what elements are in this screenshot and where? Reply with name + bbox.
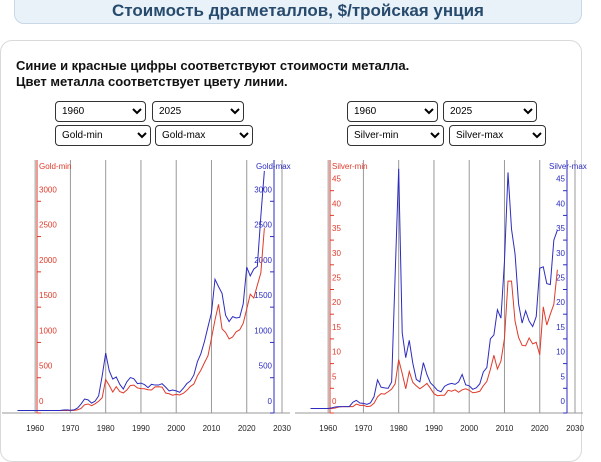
y2-tick-label: 30 bbox=[556, 249, 565, 258]
min-series[interactable]: Gold-min bbox=[55, 125, 151, 146]
note: Синие и красные цифры соответствуют стои… bbox=[16, 58, 410, 73]
y2-tick-label: 40 bbox=[556, 199, 565, 208]
x-tick-label: 2020 bbox=[531, 424, 549, 433]
y2-tick-label: 20 bbox=[556, 298, 565, 307]
x-tick-label: 1970 bbox=[62, 424, 80, 433]
y2-axis-title: Gold-max bbox=[256, 162, 291, 171]
y-tick-label: 15 bbox=[332, 323, 341, 332]
x-tick-label: 2030 bbox=[273, 424, 291, 433]
year-from[interactable]: 1960 bbox=[347, 101, 438, 122]
y-tick-label: 40 bbox=[332, 199, 341, 208]
x-tick-label: 2010 bbox=[496, 424, 514, 433]
y2-tick-label: 35 bbox=[556, 224, 565, 233]
line bbox=[310, 269, 558, 410]
y2-tick-label: 15 bbox=[556, 323, 565, 332]
y-tick-label: 25 bbox=[332, 274, 341, 283]
page-title: Стоимость драгметаллов, $/тройская унция bbox=[112, 1, 484, 20]
y2-tick-label: 0 bbox=[561, 397, 566, 406]
y-axis-title: Silver-min bbox=[332, 162, 368, 171]
x-tick-label: 1980 bbox=[97, 424, 115, 433]
chart: 1960 1970 1980 1990 2000 2010 2020 2030 0 500 1000… bbox=[2, 160, 291, 433]
y-tick-label: 1500 bbox=[39, 291, 57, 300]
year-from[interactable]: 1960 bbox=[55, 101, 146, 122]
y-tick-label: 0 bbox=[332, 397, 337, 406]
line bbox=[17, 170, 265, 412]
min-series[interactable]: Silver-min bbox=[347, 125, 444, 146]
y2-tick-label: 0 bbox=[268, 397, 273, 406]
x-tick-label: 2030 bbox=[566, 424, 584, 433]
x-tick-label: 1960 bbox=[26, 424, 44, 433]
chart: 1960 1970 1980 1990 2000 2010 2020 203005101520… bbox=[295, 160, 587, 433]
y-tick-label: 20 bbox=[332, 298, 341, 307]
x-tick-label: 2020 bbox=[238, 424, 256, 433]
x-tick-label: 2010 bbox=[203, 424, 221, 433]
max-series[interactable]: Silver-max bbox=[449, 125, 546, 146]
line bbox=[310, 168, 558, 410]
y-tick-label: 2500 bbox=[39, 221, 57, 230]
x-tick-label: 2000 bbox=[167, 424, 185, 433]
max-series[interactable]: Gold-max bbox=[155, 125, 253, 146]
y2-tick-label: 10 bbox=[556, 348, 565, 357]
y2-tick-label: 25 bbox=[556, 274, 565, 283]
y-tick-label: 30 bbox=[332, 249, 341, 258]
y-tick-label: 2000 bbox=[39, 256, 57, 265]
x-tick-label: 1990 bbox=[425, 424, 443, 433]
year-to[interactable]: 2025 bbox=[443, 101, 537, 122]
y2-tick-label: 2000 bbox=[254, 256, 272, 265]
y-tick-label: 500 bbox=[39, 362, 53, 371]
year-to[interactable]: 2025 bbox=[152, 101, 244, 122]
x-tick-label: 1980 bbox=[390, 424, 408, 433]
y-tick-label: 3000 bbox=[39, 185, 57, 194]
x-tick-label: 1970 bbox=[355, 424, 373, 433]
y2-tick-label: 2500 bbox=[254, 221, 272, 230]
page: Стоимость драгметаллов, $/тройская унция… bbox=[0, 0, 587, 462]
header: Стоимость драгметаллов, $/тройская унция bbox=[14, 0, 582, 24]
x-tick-label: 1990 bbox=[132, 424, 150, 433]
y-tick-label: 1000 bbox=[39, 326, 57, 335]
y2-tick-label: 1500 bbox=[254, 291, 272, 300]
y-tick-label: 10 bbox=[332, 348, 341, 357]
y2-tick-label: 1000 bbox=[254, 326, 272, 335]
y2-tick-label: 45 bbox=[556, 175, 565, 184]
note: Цвет металла соответствует цвету линии. bbox=[16, 74, 288, 89]
x-tick-label: 1960 bbox=[319, 424, 337, 433]
y2-tick-label: 5 bbox=[561, 372, 566, 381]
x-tick-label: 2000 bbox=[460, 424, 478, 433]
y-tick-label: 35 bbox=[332, 224, 341, 233]
y-tick-label: 5 bbox=[332, 372, 337, 381]
y-tick-label: 0 bbox=[39, 397, 44, 406]
y2-axis-title: Silver-max bbox=[549, 162, 587, 171]
y-axis-title: Gold-min bbox=[39, 162, 71, 171]
y-tick-label: 45 bbox=[332, 175, 341, 184]
y2-tick-label: 500 bbox=[259, 362, 273, 371]
